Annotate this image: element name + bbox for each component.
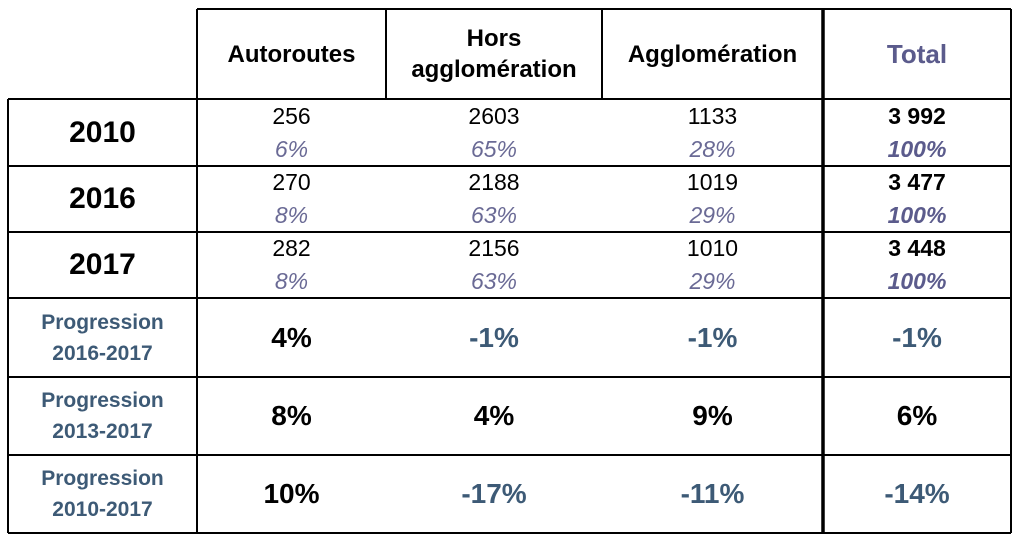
value-cell-2016-2: 1019 29%: [602, 166, 823, 232]
progression-value: 4%: [473, 400, 515, 431]
row-label-2017: 2017: [8, 232, 197, 298]
value-cell-2010-0: 256 6%: [197, 99, 386, 166]
progression-value: 8%: [271, 400, 312, 431]
count-value: 3 477: [888, 169, 946, 195]
percent-value: 28%: [689, 135, 736, 162]
value-cell-2010-1: 2603 65%: [386, 99, 602, 166]
header-agglomeration: Agglomération: [602, 9, 823, 99]
header-autoroutes: Autoroutes: [197, 9, 386, 99]
progression-value-1-3: 6%: [823, 377, 1011, 455]
header-autoroutes-label: Autoroutes: [227, 40, 356, 68]
count-value: 1010: [686, 235, 739, 261]
percent-value: 29%: [689, 268, 736, 294]
value-cell-2017-2: 1010 29%: [602, 232, 823, 298]
value-cell-2016-1: 2188 63%: [386, 166, 602, 232]
count-value: 2188: [468, 169, 520, 195]
progression-label-2: Progression 2010-2017: [8, 455, 197, 533]
progression-value: -1%: [469, 321, 519, 353]
row-label-2010: 2010: [8, 99, 197, 166]
count-value: 270: [272, 169, 311, 195]
percent-value: 100%: [887, 268, 947, 294]
header-hors-line1: Hors: [466, 25, 522, 52]
year-label: 2010: [69, 115, 136, 149]
progression-value: 10%: [263, 478, 320, 509]
percent-value: 29%: [689, 202, 736, 228]
progression-value: 4%: [271, 321, 312, 353]
progression-value-1-2: 9%: [602, 377, 823, 455]
progression-value: 9%: [692, 400, 733, 431]
percent-value: 63%: [470, 268, 518, 294]
progression-label-line1: Progression: [41, 310, 164, 334]
header-total: Total: [823, 9, 1011, 99]
progression-value-1-1: 4%: [386, 377, 602, 455]
progression-value-0-2: -1%: [602, 298, 823, 377]
value-cell-2017-3: 3 448 100%: [823, 232, 1011, 298]
percent-value: 8%: [274, 268, 309, 294]
progression-label-line2: 2013-2017: [52, 420, 153, 443]
value-cell-2010-3: 3 992 100%: [823, 99, 1011, 166]
percent-value: 8%: [274, 202, 309, 228]
count-value: 3 992: [888, 102, 946, 129]
header-hors-line2: agglomération: [411, 56, 577, 83]
year-label: 2016: [69, 182, 136, 215]
progression-value: -11%: [680, 478, 745, 509]
year-label: 2017: [69, 248, 136, 281]
progression-value-2-1: -17%: [386, 455, 602, 533]
progression-value-1-0: 8%: [197, 377, 386, 455]
value-cell-2017-0: 282 8%: [197, 232, 386, 298]
count-value: 256: [272, 102, 311, 129]
progression-value: -1%: [687, 321, 738, 353]
progression-value-2-0: 10%: [197, 455, 386, 533]
percent-value: 100%: [887, 202, 947, 228]
progression-value: -1%: [892, 321, 942, 353]
count-value: 282: [272, 235, 311, 261]
progression-value-0-1: -1%: [386, 298, 602, 377]
progression-value: 6%: [896, 400, 938, 431]
row-label-2016: 2016: [8, 166, 197, 232]
progression-value: -14%: [884, 478, 950, 509]
count-value: 3 448: [888, 235, 946, 261]
progression-label-line2: 2010-2017: [52, 498, 153, 521]
progression-label-1: Progression 2013-2017: [8, 377, 197, 455]
progression-label-line2: 2016-2017: [52, 341, 153, 365]
progression-value-2-2: -11%: [602, 455, 823, 533]
percent-value: 6%: [274, 135, 309, 162]
header-agglomeration-label: Agglomération: [627, 40, 798, 68]
progression-label-line1: Progression: [41, 389, 164, 412]
value-cell-2010-2: 1133 28%: [602, 99, 823, 166]
count-value: 2156: [468, 235, 520, 261]
header-hors-agglomeration: Hors agglomération: [386, 9, 602, 99]
percent-value: 100%: [887, 135, 947, 162]
header-total-label: Total: [886, 38, 948, 69]
count-value: 2603: [468, 102, 520, 129]
value-cell-2017-1: 2156 63%: [386, 232, 602, 298]
progression-value-0-0: 4%: [197, 298, 386, 377]
progression-value: -17%: [461, 478, 527, 509]
progression-value-0-3: -1%: [823, 298, 1011, 377]
value-cell-2016-3: 3 477 100%: [823, 166, 1011, 232]
count-value: 1133: [687, 102, 738, 129]
progression-label-0: Progression 2016-2017: [8, 298, 197, 377]
progression-value-2-3: -14%: [823, 455, 1011, 533]
progression-label-line1: Progression: [41, 467, 164, 490]
value-cell-2016-0: 270 8%: [197, 166, 386, 232]
percent-value: 63%: [470, 202, 518, 228]
percent-value: 65%: [470, 135, 518, 162]
count-value: 1019: [686, 169, 739, 195]
